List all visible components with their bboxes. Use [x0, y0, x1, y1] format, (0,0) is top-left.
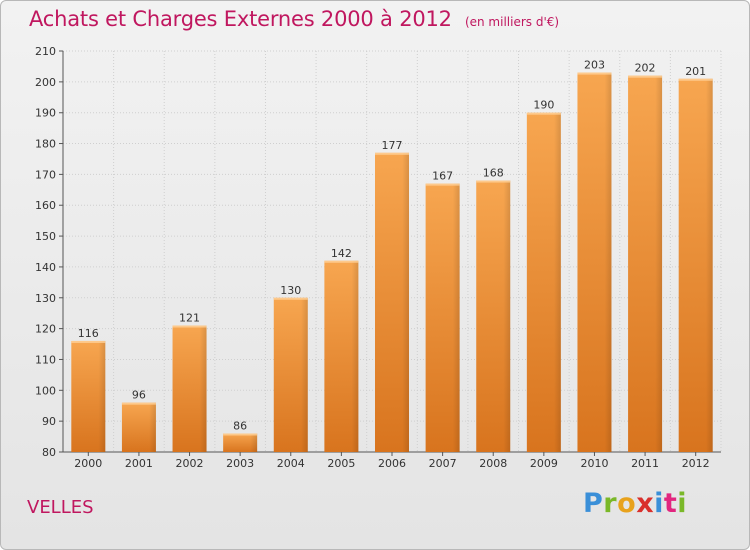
logo-letter: o [617, 488, 637, 519]
x-tick-label: 2001 [125, 457, 153, 470]
proxiti-logo: Proxiti [583, 488, 687, 519]
x-tick-label: 2010 [580, 457, 608, 470]
bar-highlight [526, 112, 561, 115]
bar-shade [273, 297, 308, 452]
x-tick-label: 2002 [176, 457, 204, 470]
chart-title-row: Achats et Charges Externes 2000 à 2012 (… [29, 7, 559, 31]
data-label: 203 [584, 59, 605, 72]
bar-shade [223, 433, 258, 452]
y-tick-label: 120 [35, 323, 56, 336]
data-label: 86 [233, 419, 247, 432]
x-tick-label: 2006 [378, 457, 406, 470]
data-label: 201 [685, 65, 706, 78]
bar-highlight [628, 75, 663, 78]
bar-shade [678, 78, 713, 452]
data-label: 142 [331, 247, 352, 260]
y-tick-label: 170 [35, 168, 56, 181]
bar-highlight [223, 433, 258, 436]
bar-shade [577, 72, 612, 452]
bar-highlight [273, 297, 308, 300]
x-tick-label: 2005 [327, 457, 355, 470]
x-tick-label: 2011 [631, 457, 659, 470]
data-label: 121 [179, 312, 200, 325]
data-label: 168 [483, 167, 504, 180]
data-label: 130 [280, 284, 301, 297]
bar-shade [526, 112, 561, 452]
bar-shade [71, 340, 106, 452]
y-tick-label: 90 [42, 415, 56, 428]
commune-name: VELLES [27, 497, 94, 518]
y-tick-label: 150 [35, 230, 56, 243]
y-tick-label: 80 [42, 446, 56, 459]
bar-shade [324, 260, 359, 452]
bar-layer [71, 72, 713, 453]
logo-letter: i [677, 488, 688, 519]
logo-letter: x [636, 488, 655, 519]
x-tick-label: 2004 [277, 457, 305, 470]
bar-highlight [121, 402, 156, 405]
bar-highlight [425, 183, 460, 186]
y-tick-label: 130 [35, 292, 56, 305]
y-tick-label: 190 [35, 107, 56, 120]
bar-shade [375, 152, 409, 453]
bar-highlight [71, 340, 106, 343]
bar-highlight [476, 180, 511, 183]
y-tick-label: 110 [35, 353, 56, 366]
bar-shade [121, 402, 156, 452]
bar-highlight [172, 325, 207, 328]
bar-shade [425, 183, 460, 452]
x-tick-label: 2003 [226, 457, 254, 470]
y-tick-label: 100 [35, 384, 56, 397]
x-tick-label: 2007 [429, 457, 457, 470]
chart-title: Achats et Charges Externes 2000 à 2012 [29, 7, 452, 31]
data-label: 167 [432, 170, 453, 183]
logo-letter: r [603, 488, 618, 519]
bar-highlight [375, 152, 409, 155]
bar-highlight [678, 78, 713, 81]
y-tick-label: 160 [35, 199, 56, 212]
data-label: 202 [635, 62, 656, 75]
logo-letter: i [654, 488, 664, 519]
data-label: 177 [382, 139, 403, 152]
x-tick-label: 2009 [530, 457, 558, 470]
bar-shade [172, 325, 207, 452]
data-label: 190 [533, 99, 554, 112]
y-tick-label: 140 [35, 261, 56, 274]
y-tick-label: 200 [35, 76, 56, 89]
bar-highlight [577, 72, 612, 75]
x-tick-label: 2008 [479, 457, 507, 470]
bar-highlight [324, 260, 359, 263]
logo-letter: P [583, 488, 604, 519]
logo-letter: t [663, 488, 678, 519]
y-tick-label: 180 [35, 138, 56, 151]
label-layer: 80 90 100 110 120 130 140 150 160 170 180 190 200 210… [35, 45, 710, 470]
x-tick-label: 2000 [74, 457, 102, 470]
data-label: 116 [78, 327, 99, 340]
bar-shade [628, 75, 663, 452]
data-label: 96 [132, 389, 146, 402]
bar-shade [476, 180, 511, 453]
chart-unit: (en milliers d'€) [464, 15, 560, 29]
y-tick-label: 210 [35, 45, 56, 58]
x-tick-label: 2012 [682, 457, 710, 470]
